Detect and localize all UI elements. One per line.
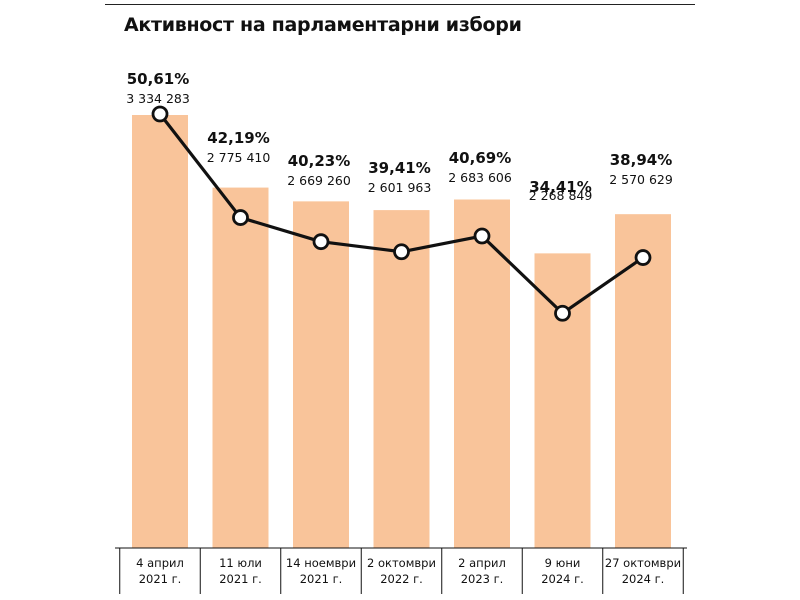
turnout-point-0 (151, 105, 169, 123)
bar-4 (454, 199, 510, 548)
x-tick-label-2-1: 2021 г. (300, 572, 343, 586)
voters-label-0: 3 334 283 (126, 91, 190, 106)
voters-label-6: 2 570 629 (609, 172, 673, 187)
voters-label-5: 2 268 849 (529, 188, 593, 203)
turnout-point-4 (473, 227, 491, 245)
bar-2 (293, 201, 349, 548)
turnout-line-layer (151, 105, 652, 322)
x-tick-label-6-0: 27 октомври (605, 556, 681, 570)
top-rule (105, 4, 695, 5)
x-axis: 4 април 2021 г. 11 юли 2021 г. 14 ноември 202… (115, 547, 687, 594)
x-tick-label-0-0: 4 април (136, 556, 184, 570)
turnout-label-6: 38,94% (610, 151, 672, 169)
turnout-point-5 (554, 304, 571, 322)
turnout-label-2: 40,23% (288, 152, 350, 170)
x-tick-label-6-1: 2024 г. (622, 572, 665, 586)
turnout-label-4: 40,69% (449, 149, 511, 167)
bar-3 (373, 210, 430, 549)
turnout-label-0: 50,61% (127, 70, 189, 88)
turnout-label-5: 34,41% (529, 178, 591, 196)
voters-label-2: 2 669 260 (287, 173, 351, 188)
voters-label-3: 2 601 963 (368, 180, 432, 195)
data-labels-layer: 50,61% 42,19% 40,23% 39,41% 40,69% 34,41% 38,9… (126, 70, 673, 203)
x-tick-label-3-1: 2022 г. (380, 572, 423, 586)
bar-1 (212, 187, 269, 549)
x-tick-label-0-1: 2021 г. (139, 572, 182, 586)
bar-5 (534, 253, 591, 548)
turnout-label-1: 42,19% (207, 129, 269, 147)
turnout-point-1 (232, 209, 249, 226)
chart-title: Активност на парламентарни избори (124, 14, 522, 36)
x-tick-label-1-1: 2021 г. (219, 572, 262, 586)
turnout-point-3 (393, 243, 410, 261)
voters-label-1: 2 775 410 (207, 150, 271, 165)
bar-0 (132, 115, 188, 548)
x-tick-label-2-0: 14 ноември (286, 556, 356, 570)
bars-layer (132, 115, 671, 549)
x-tick-label-5-0: 9 юни (545, 556, 581, 570)
turnout-point-6 (634, 249, 652, 266)
x-tick-label-1-0: 11 юли (219, 556, 262, 570)
turnout-point-2 (312, 233, 330, 251)
voters-label-4: 2 683 606 (448, 170, 512, 185)
x-tick-label-3-0: 2 октомври (367, 556, 436, 570)
x-tick-label-4-0: 2 април (458, 556, 506, 570)
x-tick-label-4-1: 2023 г. (461, 572, 504, 586)
turnout-label-3: 39,41% (368, 159, 430, 177)
x-tick-label-5-1: 2024 г. (541, 572, 584, 586)
